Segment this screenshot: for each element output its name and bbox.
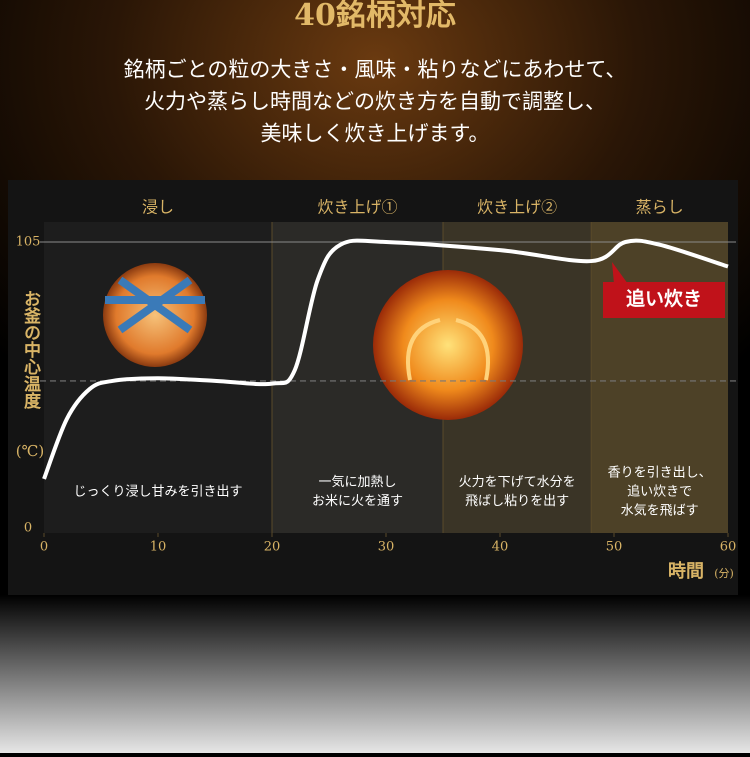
y-axis-label: お釜の中心温度: [20, 290, 42, 410]
cook-illustration: [373, 270, 523, 420]
x-tick-label: 20: [264, 540, 281, 555]
x-tick-label: 0: [40, 540, 48, 555]
x-axis-label: 時間: [668, 561, 704, 582]
soak-illustration: [103, 263, 207, 367]
cook-arrows: [406, 318, 490, 381]
subtitle: 美味しく炊き上げます。: [261, 122, 490, 146]
plot: 0 105 0 10 20 30 40 50 60: [16, 235, 737, 555]
phase-label: 浸し: [142, 198, 174, 217]
temperature-line: [42, 238, 729, 480]
soak-arrows: [105, 276, 205, 334]
phase-description: 火力を下げて水分を: [459, 475, 576, 490]
phase-label: 炊き上げ②: [477, 198, 557, 217]
y-axis-unit: (℃): [16, 442, 44, 460]
phase-description: 追い炊きで: [627, 484, 692, 500]
phase-label: 炊き上げ①: [317, 198, 397, 217]
phase-description: お米に火を通す: [312, 494, 403, 509]
x-tick-label: 30: [378, 540, 395, 555]
x-tick-label: 40: [492, 540, 509, 555]
background-fade: [0, 595, 750, 753]
annotation: 追い炊き: [626, 287, 702, 310]
title: 40銘柄対応: [294, 0, 456, 33]
annotation-pointer: [612, 262, 628, 284]
phase-description: 水気を飛ばす: [621, 503, 699, 519]
x-axis-unit: (分): [714, 567, 734, 580]
phase-description: 香りを引き出し、: [608, 466, 712, 481]
x-tick-label: 50: [606, 540, 623, 555]
subtitle: 銘柄ごとの粒の大きさ・風味・粘りなどにあわせて、: [124, 58, 627, 82]
phase-description: 飛ばし粘りを出す: [465, 494, 569, 509]
annotation-badge: [603, 282, 725, 318]
y-tick-label: 105: [16, 235, 41, 250]
phase-label: 蒸らし: [636, 198, 684, 217]
subtitle: 火力や蒸らし時間などの炊き方を自動で調整し、: [144, 90, 606, 114]
x-tick-label: 60: [720, 540, 737, 555]
phase-description: じっくり浸し甘みを引き出す: [73, 485, 242, 500]
x-tick-label: 10: [150, 540, 167, 555]
y-tick-label: 0: [24, 521, 32, 536]
phase-description: 一気に加熱し: [318, 474, 396, 490]
